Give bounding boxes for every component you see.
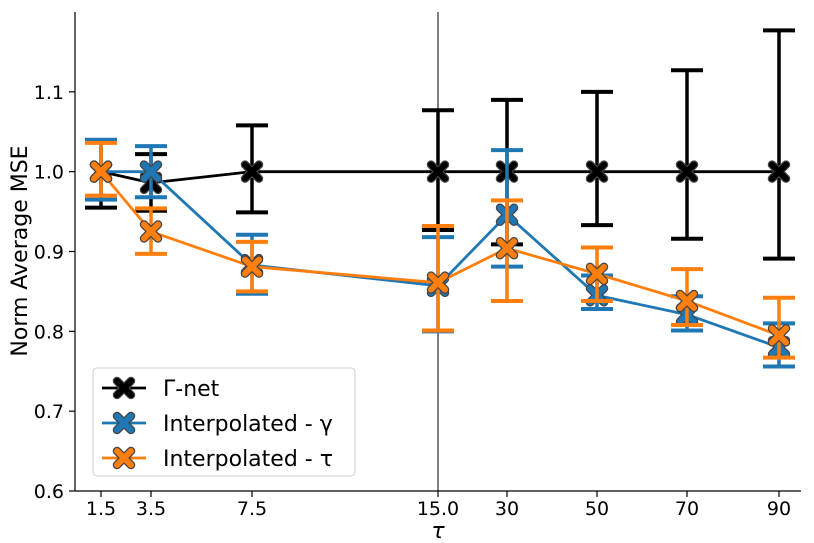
data-point [767,160,791,183]
x-ticks: 1.5 3.5 7.5 15.0 30 50 70 90 [86,491,791,520]
data-point [426,160,450,183]
legend-label: Interpolated - γ [163,412,333,437]
x-tick-label: 7.5 [237,498,267,520]
data-point [675,160,699,183]
legend-marker [112,411,136,435]
series-line [100,170,779,185]
error-bar [671,68,703,241]
legend-label: Interpolated - τ [163,447,333,472]
series-line [99,170,780,337]
legend-entry: Interpolated - γ [102,411,333,437]
x-tick-label: 90 [767,498,791,520]
y-axis-label: Norm Average MSE [8,145,33,356]
legend: Γ-net Interpolated - γ Interpolated - τ [92,367,356,477]
x-tick-label: 30 [495,498,519,520]
data-point [585,262,609,286]
data-point [89,160,113,183]
legend-marker [112,446,136,470]
data-point [240,255,264,278]
legend-entry: Γ-net [102,376,220,402]
data-point [767,324,791,347]
series-line [101,170,780,349]
y-tick-label: 0.7 [34,401,64,423]
data-point [426,271,450,294]
data-point [139,160,163,183]
y-tick-label: 1.0 [34,162,64,184]
legend-frame [92,367,356,477]
error-bar [763,295,795,360]
data-point [139,220,163,243]
x-axis-label: τ [431,519,445,543]
data-point [585,160,609,183]
legend-label: Γ-net [163,377,220,402]
y-ticks: 0.6 0.7 0.8 0.9 1.0 1.1 [34,82,75,503]
x-tick-label: 15.0 [417,498,459,520]
error-bar [581,89,613,228]
data-point [240,160,264,183]
y-tick-label: 0.6 [34,481,64,503]
x-tick-label: 70 [675,498,699,520]
y-tick-label: 1.1 [34,82,64,104]
x-tick-label: 3.5 [136,498,166,520]
legend-marker [112,376,136,400]
x-tick-label: 50 [585,498,609,520]
error-bar [763,28,795,261]
series-layer [85,28,795,369]
data-point [675,289,699,313]
data-point [495,237,519,260]
series-2 [85,140,795,360]
y-tick-label: 0.9 [34,242,64,264]
x-tick-label: 1.5 [86,498,116,520]
legend-entry: Interpolated - τ [102,446,333,472]
y-tick-label: 0.8 [34,321,64,343]
